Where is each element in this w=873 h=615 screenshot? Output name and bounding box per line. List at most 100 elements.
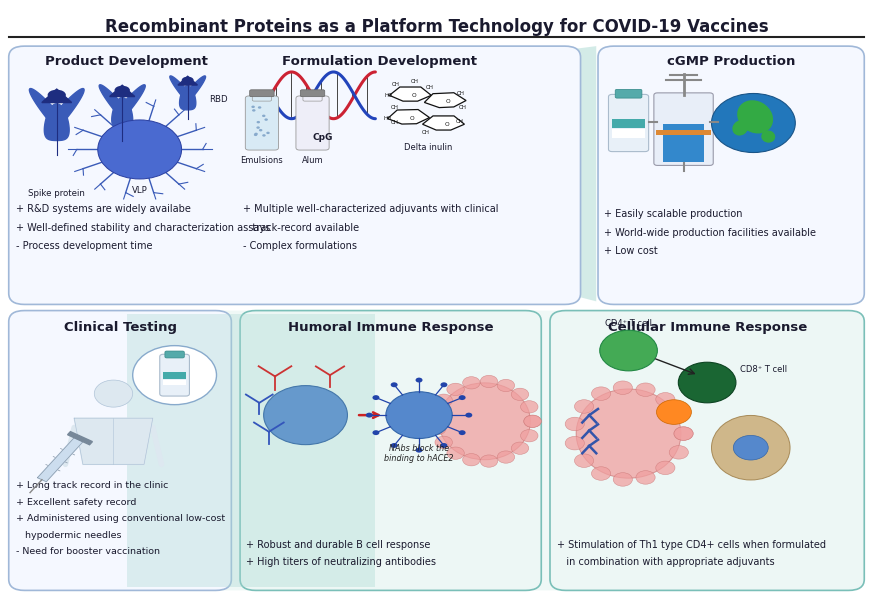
Polygon shape — [424, 93, 466, 108]
Circle shape — [512, 442, 529, 454]
Text: Spike protein: Spike protein — [28, 189, 86, 199]
Circle shape — [262, 114, 265, 117]
Polygon shape — [112, 98, 133, 129]
Polygon shape — [100, 85, 122, 120]
Circle shape — [674, 427, 693, 440]
Polygon shape — [110, 85, 134, 97]
Text: RBD: RBD — [210, 95, 228, 104]
Text: + Excellent safety record: + Excellent safety record — [16, 498, 136, 507]
Circle shape — [133, 346, 217, 405]
Text: track-record available: track-record available — [243, 223, 359, 232]
Polygon shape — [188, 76, 205, 103]
Polygon shape — [388, 109, 430, 124]
Text: + Stimulation of Th1 type CD4+ cells when formulated: + Stimulation of Th1 type CD4+ cells whe… — [557, 540, 826, 550]
Circle shape — [565, 417, 584, 430]
Ellipse shape — [439, 383, 531, 460]
Circle shape — [94, 380, 133, 407]
FancyBboxPatch shape — [654, 93, 713, 165]
Text: O: O — [444, 122, 449, 127]
Circle shape — [265, 118, 268, 121]
FancyBboxPatch shape — [296, 96, 329, 150]
Circle shape — [254, 133, 258, 136]
Circle shape — [670, 408, 689, 421]
FancyBboxPatch shape — [163, 372, 186, 379]
Text: + High titers of neutralizing antibodies: + High titers of neutralizing antibodies — [246, 557, 436, 566]
Text: O: O — [411, 93, 416, 98]
Circle shape — [636, 470, 655, 484]
Text: CD4⁺ T cell: CD4⁺ T cell — [605, 319, 652, 328]
Circle shape — [262, 134, 265, 137]
Circle shape — [373, 430, 380, 435]
Circle shape — [463, 376, 480, 389]
Circle shape — [592, 387, 611, 400]
FancyBboxPatch shape — [612, 129, 645, 138]
Circle shape — [520, 429, 538, 442]
FancyBboxPatch shape — [252, 93, 272, 101]
FancyBboxPatch shape — [598, 46, 864, 304]
Text: OH: OH — [425, 85, 434, 90]
Circle shape — [613, 473, 632, 486]
Circle shape — [252, 109, 256, 111]
Circle shape — [613, 381, 632, 394]
Circle shape — [429, 423, 446, 435]
Polygon shape — [67, 432, 93, 445]
Polygon shape — [178, 76, 197, 85]
Text: + Robust and durable B cell response: + Robust and durable B cell response — [246, 540, 430, 550]
FancyBboxPatch shape — [303, 93, 322, 101]
Polygon shape — [122, 85, 145, 120]
Circle shape — [480, 375, 498, 387]
Circle shape — [520, 401, 538, 413]
Text: OH: OH — [456, 119, 464, 124]
Circle shape — [636, 383, 655, 397]
Text: Humoral Immune Response: Humoral Immune Response — [288, 321, 494, 334]
Circle shape — [656, 400, 691, 424]
Circle shape — [592, 467, 610, 480]
Circle shape — [391, 383, 398, 387]
Circle shape — [678, 362, 736, 403]
FancyBboxPatch shape — [250, 90, 274, 97]
Circle shape — [373, 395, 380, 400]
Polygon shape — [57, 89, 84, 130]
Circle shape — [674, 427, 693, 440]
Circle shape — [565, 437, 584, 450]
Circle shape — [257, 126, 260, 129]
Text: CpG: CpG — [313, 133, 333, 143]
Text: O: O — [409, 116, 414, 121]
FancyBboxPatch shape — [656, 130, 711, 135]
Ellipse shape — [182, 77, 194, 84]
Polygon shape — [423, 116, 464, 130]
Text: + Long track record in the clinic: + Long track record in the clinic — [16, 481, 168, 490]
Circle shape — [98, 120, 182, 179]
Circle shape — [386, 392, 452, 438]
FancyBboxPatch shape — [240, 311, 541, 590]
FancyBboxPatch shape — [300, 90, 325, 97]
Ellipse shape — [576, 389, 681, 478]
Text: + Multiple well-characterized adjuvants with clinical: + Multiple well-characterized adjuvants … — [243, 204, 498, 214]
Ellipse shape — [732, 121, 748, 135]
FancyBboxPatch shape — [163, 379, 186, 386]
Text: + Well-defined stability and characterization assays: + Well-defined stability and characteriz… — [16, 223, 270, 232]
Circle shape — [711, 93, 795, 153]
Ellipse shape — [114, 85, 130, 95]
FancyBboxPatch shape — [160, 354, 189, 396]
Text: HO: HO — [384, 93, 393, 98]
Circle shape — [480, 455, 498, 467]
FancyBboxPatch shape — [612, 119, 645, 128]
FancyBboxPatch shape — [9, 46, 581, 304]
Text: + Low cost: + Low cost — [604, 246, 658, 256]
Circle shape — [440, 443, 447, 448]
Circle shape — [254, 133, 258, 135]
Text: OH: OH — [458, 105, 467, 110]
Text: + Administered using conventional low-cost: + Administered using conventional low-co… — [16, 514, 225, 523]
Text: - Complex formulations: - Complex formulations — [243, 241, 357, 251]
FancyBboxPatch shape — [9, 311, 231, 590]
Text: - Process development time: - Process development time — [16, 241, 152, 251]
Polygon shape — [180, 86, 196, 110]
Text: in combination with appropriate adjuvants: in combination with appropriate adjuvant… — [557, 557, 774, 566]
Circle shape — [733, 435, 768, 460]
FancyBboxPatch shape — [615, 89, 642, 98]
Ellipse shape — [761, 130, 775, 143]
Text: CD8⁺ T cell: CD8⁺ T cell — [740, 365, 787, 373]
Circle shape — [264, 386, 347, 445]
Circle shape — [498, 379, 515, 392]
